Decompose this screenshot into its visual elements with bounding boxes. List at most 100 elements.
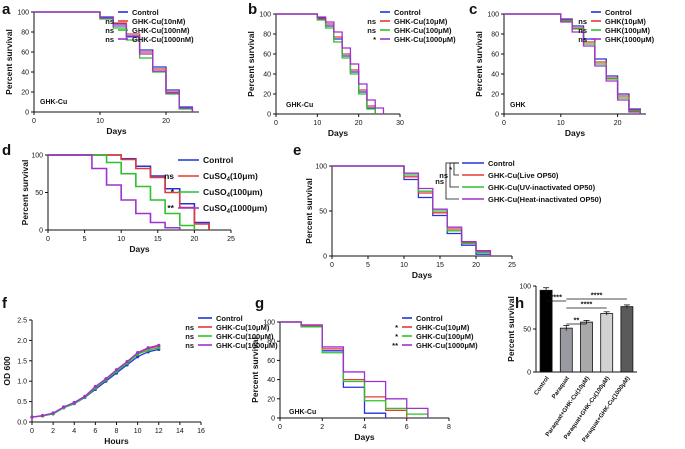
x-tick-label: 5 xyxy=(83,236,87,243)
panel-label-e: e xyxy=(293,142,301,159)
data-point xyxy=(30,415,34,419)
legend-significance: ns xyxy=(185,341,194,350)
panel-annotation: GHK-Cu xyxy=(286,102,313,109)
y-tick-label: 2.5 xyxy=(17,318,27,325)
y-axis-title: Percent survival xyxy=(474,31,484,97)
legend-entry: GHK-Cu(1000nM) xyxy=(132,35,194,44)
legend-entry: GHK-Cu(100μM) xyxy=(216,332,274,341)
x-tick-label: 20 xyxy=(614,120,622,127)
data-point xyxy=(146,346,150,350)
legend-significance: * xyxy=(395,323,398,332)
legend: Control ns CuSO4(10μm) * CuSO4(100μm) ** CuSO4… xyxy=(164,155,267,215)
legend-entry: GHK-Cu(10μM) xyxy=(416,323,470,332)
y-tick-label: 50 xyxy=(523,327,531,334)
data-point xyxy=(83,394,87,398)
panel-g: g 0 20 40 60 80 100 Percent survival 0 2 4 6 8 Days Co… xyxy=(250,295,478,442)
x-tick-label: 0 xyxy=(330,262,334,269)
legend-significance: ** xyxy=(392,341,398,350)
x-tick-label: 10 xyxy=(400,262,408,269)
legend-significance: ns xyxy=(367,26,376,35)
data-point xyxy=(104,377,108,381)
significance-bracket xyxy=(445,162,459,200)
y-tick-label: 0 xyxy=(495,112,499,119)
x-tick-label: 20 xyxy=(162,118,170,125)
y-tick-label: 0.5 xyxy=(17,399,27,406)
y-axis-title: Percent survival xyxy=(4,29,14,95)
legend-significance: ns xyxy=(105,26,114,35)
y-axis-title: OD 600 xyxy=(2,356,12,386)
bar xyxy=(559,327,573,373)
legend-entry: GHK(1000μM) xyxy=(605,35,655,44)
legend-entry: Control xyxy=(203,155,233,165)
panel-annotation: GHK-Cu xyxy=(40,99,67,106)
x-tick-label: 15 xyxy=(154,236,162,243)
y-tick-label: 40 xyxy=(263,72,271,79)
x-tick-label: 0 xyxy=(502,120,506,127)
x-tick-label: 10 xyxy=(557,120,565,127)
x-tick-label: 14 xyxy=(176,428,184,435)
x-tick-label: 15 xyxy=(436,262,444,269)
y-tick-label: 80 xyxy=(491,32,499,39)
x-tick-label: 4 xyxy=(363,424,367,431)
series-line xyxy=(48,154,196,230)
x-axis-title: Days xyxy=(354,432,375,442)
y-axis-title: Percent survival xyxy=(250,337,260,403)
panel-a: a 0 20 40 60 80 100 Percent survival 0 10 20 Days Co… xyxy=(2,1,199,136)
legend-entry: Control xyxy=(416,314,443,323)
legend-entry: GHK-Cu(1000μM) xyxy=(216,341,278,350)
x-tick-label: 10 xyxy=(117,236,125,243)
data-point xyxy=(62,405,66,409)
x-tick-label: 0 xyxy=(46,236,50,243)
data-point xyxy=(146,348,150,352)
series-line xyxy=(504,13,641,114)
y-tick-label: 0 xyxy=(323,254,327,261)
x-tick-label: 10 xyxy=(313,120,321,127)
legend: Control ns GHK(10μM) ns GHK(100μM) ns GHK(1000… xyxy=(578,8,654,44)
legend-significance: * xyxy=(395,332,398,341)
bracket-label: * xyxy=(449,165,452,174)
y-tick-label: 2.0 xyxy=(17,338,27,345)
series-line xyxy=(31,347,159,418)
y-tick-label: 0 xyxy=(25,110,29,117)
x-tick-label: 30 xyxy=(396,120,404,127)
y-tick-label: 0.0 xyxy=(17,420,27,427)
y-axis-title: Percent survival xyxy=(304,178,314,244)
y-tick-label: 60 xyxy=(491,52,499,59)
y-axis-title: Percent survival xyxy=(20,160,30,226)
x-tick-label: 0 xyxy=(30,428,34,435)
legend-entry: GHK-Cu(100μM) xyxy=(394,26,452,35)
legend-entry: GHK-Cu(1000μM) xyxy=(416,341,478,350)
y-tick-label: 20 xyxy=(21,90,29,97)
legend-significance: ns xyxy=(578,35,587,44)
legend-significance: * xyxy=(373,35,376,44)
x-tick-label: 6 xyxy=(405,424,409,431)
legend-entry: CuSO4(1000μm) xyxy=(203,203,267,215)
legend-entry: CuSO4(100μm) xyxy=(203,187,263,199)
legend: Control * GHK-Cu(10μM) * GHK-Cu(100μM) ** GHK-… xyxy=(392,314,478,350)
panel-label-c: c xyxy=(469,1,477,18)
panel-f: f 0.0 0.5 1.0 1.5 2.0 2.5 OD 600 0 2 4 6 8 10 12 14 16 Ho… xyxy=(2,295,278,446)
y-tick-label: 60 xyxy=(263,52,271,59)
panel-label-a: a xyxy=(2,1,11,18)
legend: Control ns GHK-Cu(10μM) ns GHK-Cu(100μM) * GHK… xyxy=(367,8,456,44)
data-point xyxy=(157,343,161,347)
legend-significance: ns xyxy=(578,26,587,35)
y-tick-label: 100 xyxy=(315,164,327,171)
x-tick-label: 25 xyxy=(508,262,516,269)
legend: Control ns GHK-Cu(10μM) ns GHK-Cu(100μM) ns GH… xyxy=(185,314,278,350)
y-tick-label: 80 xyxy=(21,30,29,37)
x-tick-label: 0 xyxy=(32,118,36,125)
x-tick-label: Control xyxy=(534,375,551,396)
panel-annotation: GHK-Cu xyxy=(289,409,316,416)
panel-label-d: d xyxy=(2,142,11,159)
x-tick-label: 2 xyxy=(51,428,55,435)
y-tick-label: 20 xyxy=(491,92,499,99)
legend-significance: * xyxy=(171,187,175,197)
y-tick-label: 0 xyxy=(271,416,275,423)
data-point xyxy=(72,400,76,405)
x-tick-label: 12 xyxy=(155,428,163,435)
legend-entry: GHK-Cu(100nM) xyxy=(132,26,190,35)
